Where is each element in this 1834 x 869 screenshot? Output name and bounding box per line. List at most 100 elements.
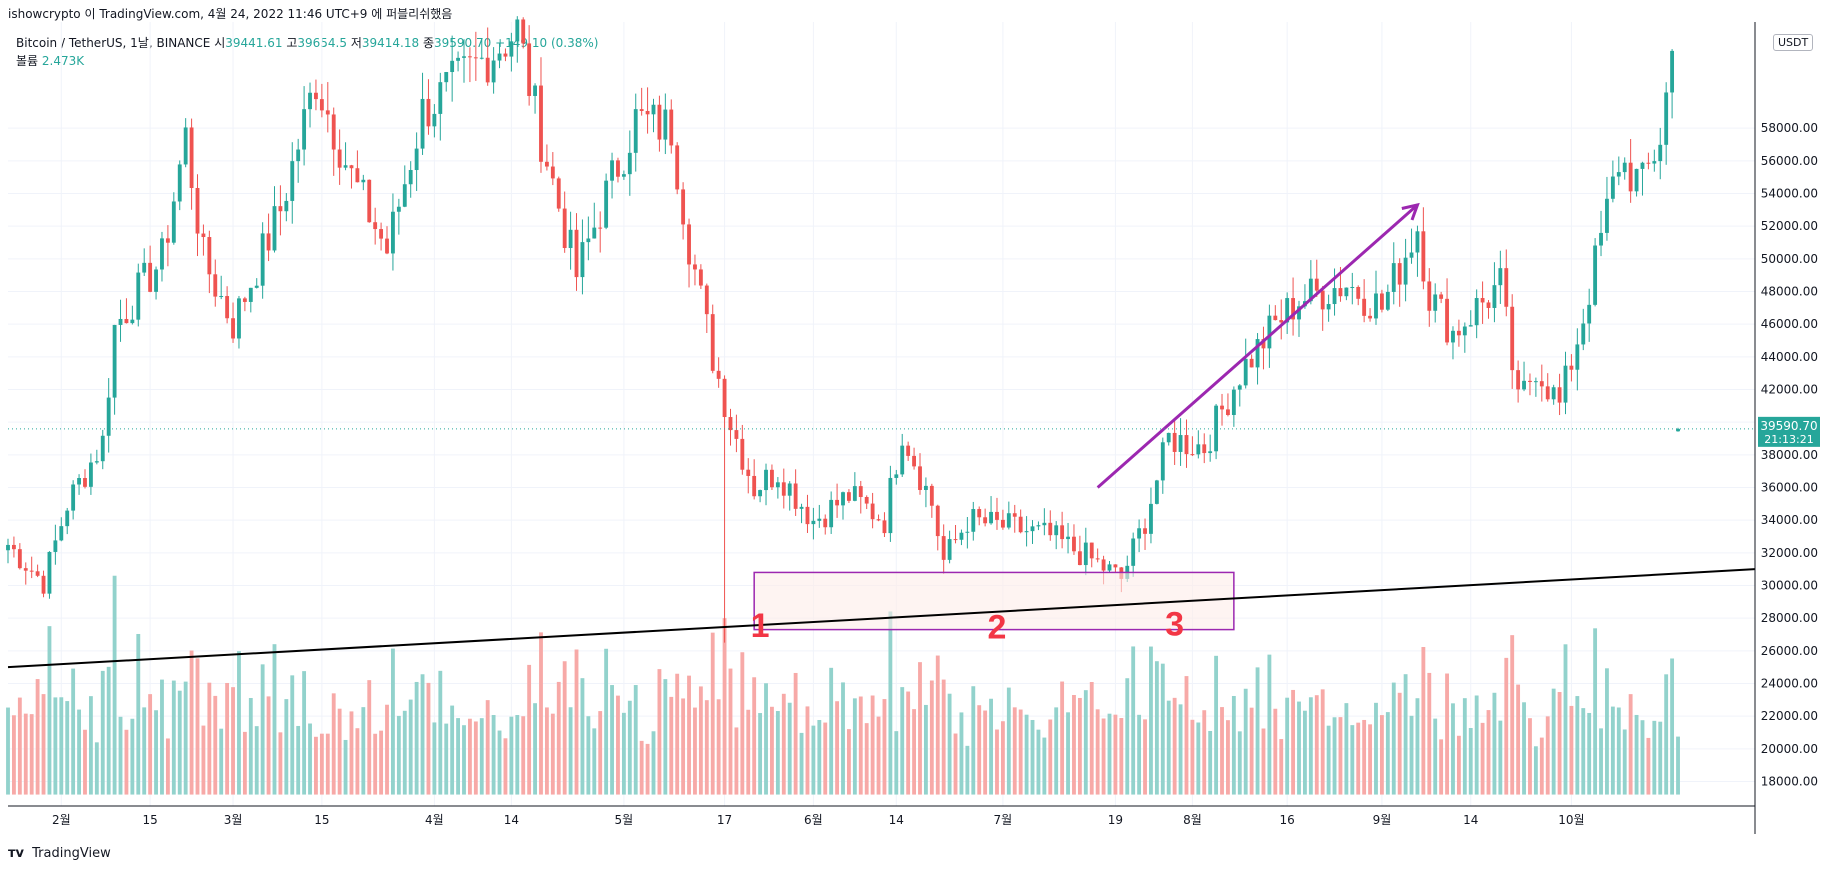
- volume-bar: [219, 728, 224, 795]
- volume-label[interactable]: 볼륨: [16, 54, 39, 68]
- candle-body: [1486, 302, 1491, 308]
- volume-bar: [1172, 697, 1177, 795]
- volume-bar: [1012, 707, 1017, 795]
- candle-body: [681, 189, 686, 225]
- candle-body: [550, 166, 555, 179]
- candle-body: [65, 510, 70, 527]
- volume-bar: [651, 731, 656, 795]
- candle-body: [432, 113, 437, 127]
- candle-body: [918, 466, 922, 490]
- volume-bar: [1557, 692, 1562, 795]
- candle-body: [1533, 381, 1538, 383]
- candle-body: [651, 104, 656, 115]
- candle-body: [847, 492, 851, 501]
- unit-badge[interactable]: USDT: [1773, 34, 1814, 51]
- candle-body: [841, 492, 845, 506]
- candle-body: [106, 397, 111, 436]
- candle-body: [1243, 358, 1248, 386]
- volume-bar: [189, 650, 194, 795]
- volume-bar: [1356, 722, 1361, 795]
- time-tick-label: 6월: [804, 813, 823, 827]
- candle-body: [1664, 92, 1669, 145]
- candle-body: [1202, 444, 1207, 454]
- candle-body: [414, 148, 419, 171]
- volume-bar: [716, 699, 721, 795]
- trend-line: [7, 568, 1756, 669]
- price-tick-label: 54000.00: [1761, 187, 1818, 201]
- brand-name: TradingView: [32, 846, 111, 861]
- publish-header: ishowcrypto 이 TradingView.com, 4월 24, 20…: [8, 7, 453, 21]
- volume-bar: [1433, 718, 1438, 795]
- candle-body: [1379, 293, 1384, 310]
- price-tick-label: 32000.00: [1761, 546, 1818, 560]
- candle-body: [1510, 306, 1515, 371]
- candle-body: [935, 505, 940, 537]
- volume-bar: [385, 704, 389, 795]
- candle-body: [627, 152, 632, 175]
- price-chart[interactable]: 1 2 3 18000.00 20000.00 22000.00 24000.00 26000…: [0, 0, 1834, 840]
- candle-body: [621, 174, 626, 177]
- candle-body: [41, 575, 46, 594]
- candle-body: [1498, 268, 1503, 286]
- time-tick-label: 19: [1108, 813, 1123, 827]
- candle-body: [189, 127, 194, 188]
- candle-body: [503, 53, 508, 57]
- volume-bar: [592, 728, 597, 795]
- volume-bar: [6, 707, 10, 795]
- volume-bar: [533, 703, 537, 795]
- candle-body: [1474, 298, 1479, 326]
- volume-bar: [550, 713, 555, 795]
- volume-bar: [1634, 714, 1639, 795]
- candle-body: [1581, 323, 1586, 345]
- candle-body: [1670, 50, 1675, 93]
- candle-body: [1308, 278, 1313, 302]
- candle-body: [83, 478, 87, 487]
- candle-body: [983, 517, 988, 524]
- candle-body: [1622, 162, 1627, 173]
- candle-body: [515, 19, 520, 42]
- candle-body: [835, 499, 840, 506]
- volume-bar: [835, 701, 840, 795]
- candle-body: [1042, 522, 1047, 526]
- volume-bar: [1445, 673, 1449, 795]
- volume-bar: [1291, 689, 1296, 795]
- volume-bar: [1622, 729, 1627, 795]
- candle-body: [248, 287, 253, 302]
- volume-bar: [438, 670, 443, 795]
- candle-body: [1160, 442, 1165, 481]
- volume-bar: [284, 699, 289, 795]
- candle-body: [1089, 542, 1094, 559]
- candle-body: [1083, 542, 1088, 566]
- candle-body: [213, 274, 218, 297]
- candle-body: [734, 430, 739, 439]
- candle-body: [539, 85, 543, 162]
- volume-bar: [201, 725, 206, 795]
- volume-bar: [148, 694, 153, 795]
- symbol-name[interactable]: Bitcoin / TetherUS, 1날, BINANCE: [16, 36, 211, 50]
- volume-bar: [71, 668, 76, 795]
- candle-body: [876, 519, 881, 521]
- candle-body: [1409, 252, 1414, 258]
- candle-body: [959, 532, 964, 540]
- candle-body: [35, 571, 40, 576]
- candle-body: [1249, 358, 1254, 368]
- time-tick-label: 16: [1280, 813, 1295, 827]
- candle-body: [527, 43, 532, 96]
- candle-body: [568, 229, 573, 249]
- volume-bar: [539, 632, 543, 795]
- volume-bar: [1297, 701, 1301, 795]
- candle-body: [1456, 330, 1461, 336]
- volume-bar: [361, 707, 366, 795]
- candle-body: [722, 378, 727, 418]
- volume-bar: [829, 667, 834, 795]
- candle-body: [420, 98, 425, 149]
- time-tick-label: 3월: [224, 813, 243, 827]
- volume-legend: 볼륨 2.473K: [16, 52, 84, 69]
- volume-bar: [1338, 717, 1343, 795]
- price-tick-label: 34000.00: [1761, 513, 1818, 527]
- change-percent: (0.38%): [550, 36, 599, 50]
- candle-body: [272, 206, 277, 251]
- volume-bar: [947, 693, 952, 795]
- candle-body: [154, 269, 158, 292]
- volume-bar: [426, 682, 431, 795]
